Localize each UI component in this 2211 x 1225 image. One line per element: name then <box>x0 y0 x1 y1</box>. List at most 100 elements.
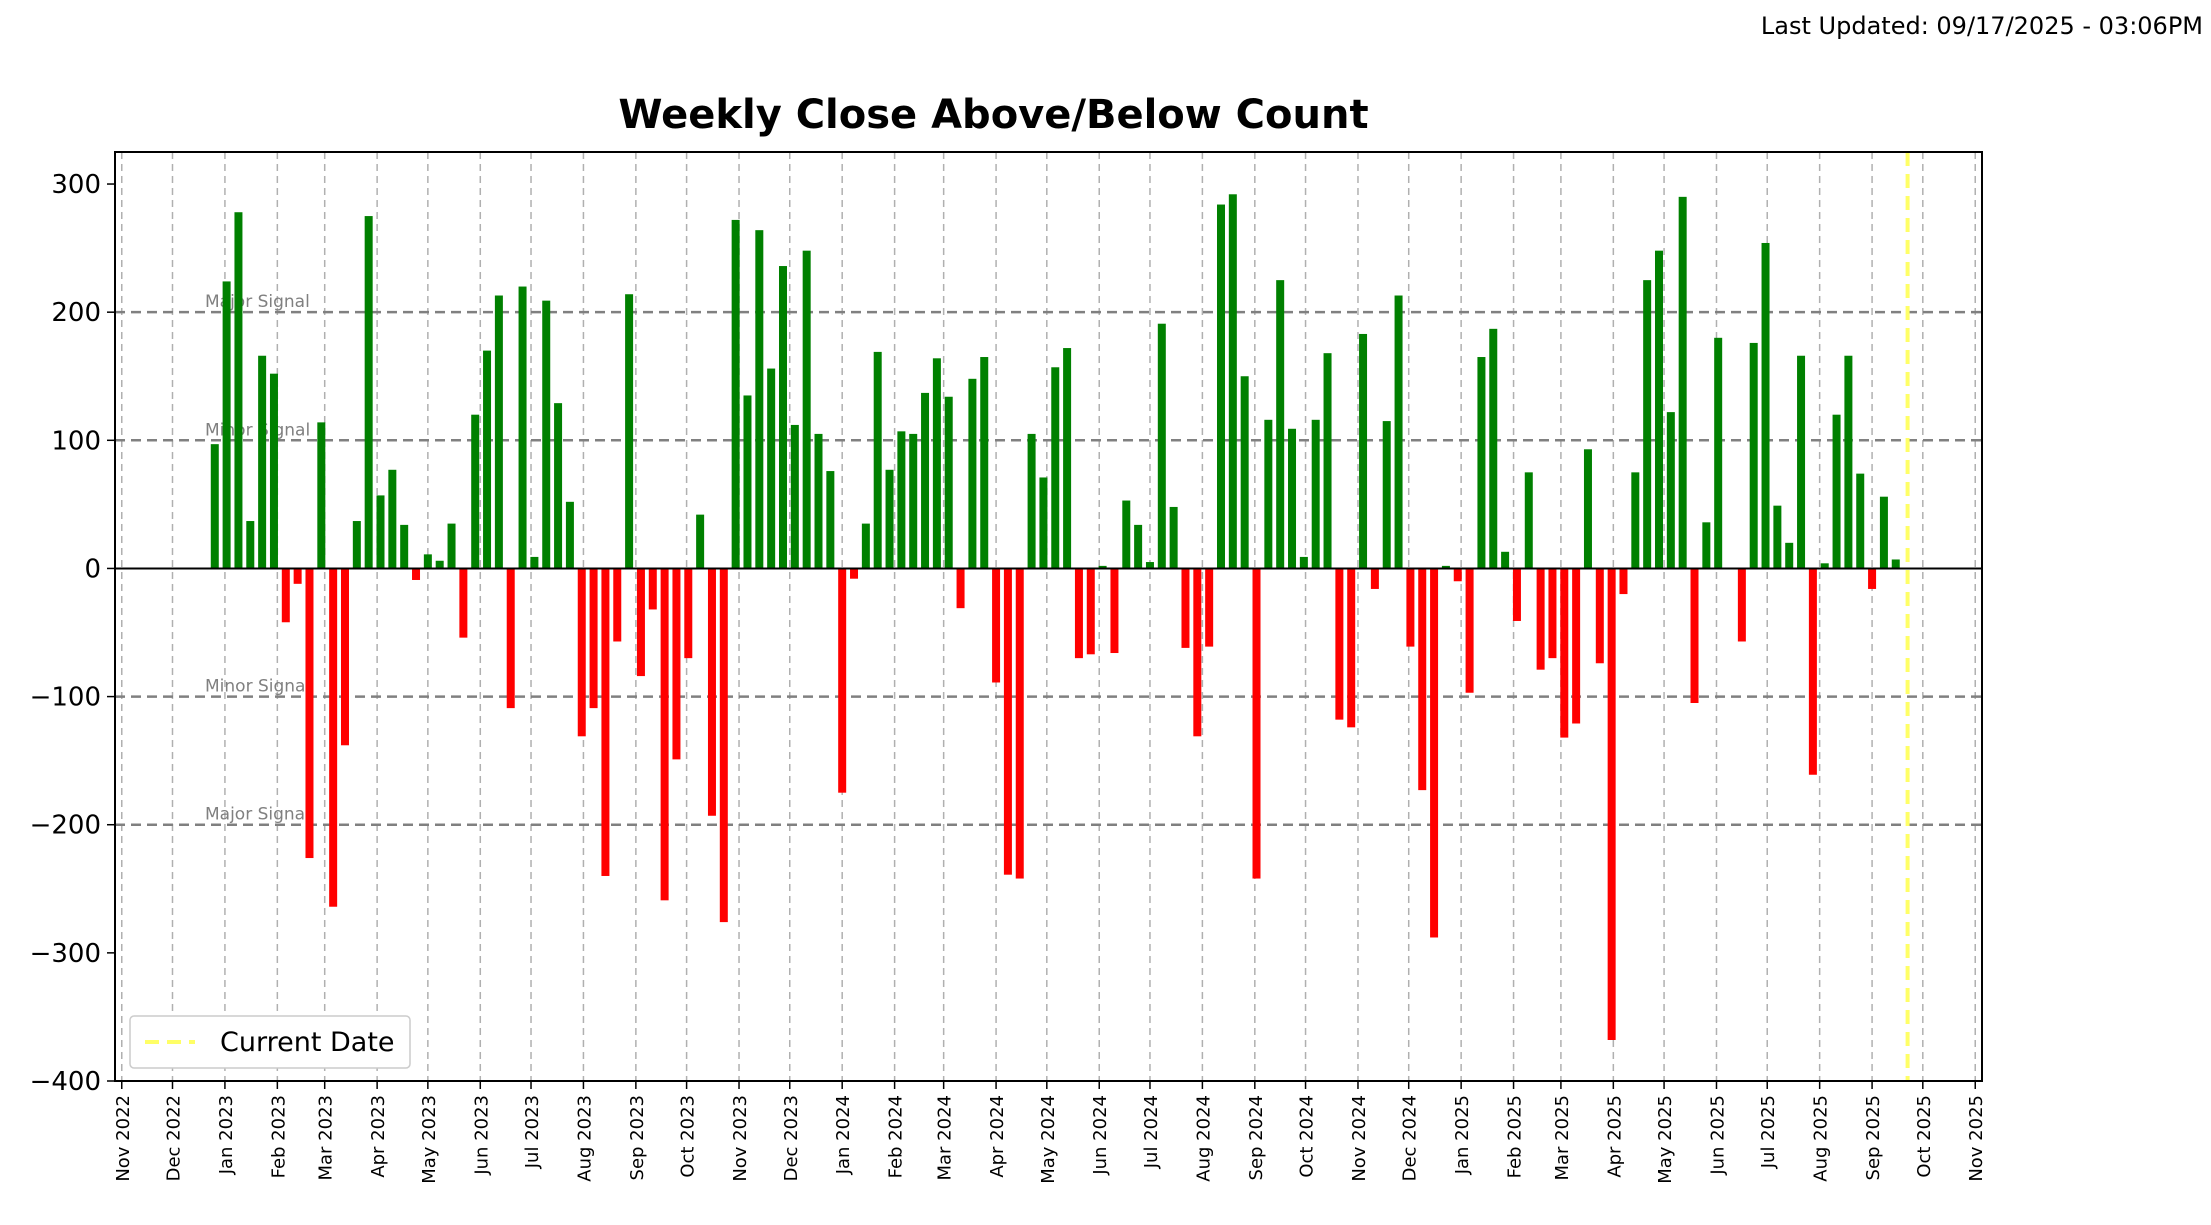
x-tick-label: Jan 2024 <box>833 1095 854 1175</box>
bar <box>565 501 574 569</box>
bar <box>1844 355 1853 569</box>
bar <box>625 294 634 569</box>
x-tick-label: May 2025 <box>1655 1095 1676 1184</box>
bar <box>1512 568 1521 621</box>
bar <box>1406 568 1415 647</box>
x-tick-label: Jun 2024 <box>1090 1095 1111 1176</box>
bar <box>1856 473 1865 569</box>
bar <box>483 350 492 569</box>
bar <box>1359 333 1368 569</box>
bar <box>1264 419 1273 569</box>
bar <box>802 250 811 569</box>
bar <box>1311 419 1320 569</box>
x-tick-label: Feb 2023 <box>268 1095 289 1178</box>
bar <box>1288 428 1297 569</box>
bar <box>1394 295 1403 569</box>
bar <box>1299 556 1308 569</box>
bar <box>1335 568 1344 720</box>
bar <box>1441 565 1450 569</box>
bar <box>210 444 219 569</box>
bar <box>1145 562 1154 569</box>
x-tick-label: Dec 2024 <box>1400 1095 1421 1181</box>
bar <box>554 403 563 569</box>
bar <box>1891 559 1900 569</box>
bar <box>838 568 847 793</box>
x-tick-label: Jun 2023 <box>471 1095 492 1176</box>
bar <box>1228 194 1237 569</box>
y-tick-label: 200 <box>51 298 101 328</box>
bar <box>376 495 385 569</box>
bar <box>1430 568 1439 938</box>
bar <box>542 300 551 569</box>
bar <box>1654 250 1663 569</box>
bar <box>755 230 764 569</box>
y-tick-label: 300 <box>51 170 101 200</box>
bar <box>767 368 776 569</box>
bar <box>577 568 586 737</box>
bar <box>246 521 255 569</box>
bar <box>281 568 290 623</box>
bar <box>861 523 870 569</box>
bar <box>1003 568 1012 875</box>
bar <box>1666 412 1675 569</box>
bar <box>980 357 989 569</box>
x-tick-label: Jan 2025 <box>1452 1095 1473 1175</box>
bar <box>897 431 906 569</box>
x-tick-label: Apr 2025 <box>1604 1095 1625 1178</box>
bar <box>1370 568 1379 589</box>
bar <box>435 560 444 569</box>
bar <box>1169 506 1178 569</box>
bar <box>494 295 503 569</box>
bar <box>317 422 326 569</box>
plot-frame <box>114 151 1983 1082</box>
bar <box>778 266 787 569</box>
x-tick-label: Sep 2025 <box>1863 1095 1884 1180</box>
y-tick-label: −200 <box>30 811 101 841</box>
bar <box>364 216 373 569</box>
bar <box>1737 568 1746 642</box>
y-tick-label: 100 <box>51 426 101 456</box>
bar <box>1595 568 1604 664</box>
x-tick-label: Nov 2023 <box>730 1095 751 1182</box>
bar <box>1548 568 1557 659</box>
x-tick-label: Apr 2023 <box>368 1095 389 1178</box>
legend-box <box>129 1015 411 1069</box>
bar <box>719 568 728 923</box>
x-tick-label: Jul 2024 <box>1141 1095 1162 1169</box>
bar <box>1039 477 1048 569</box>
bar <box>1690 568 1699 703</box>
last-updated-text: Last Updated: 09/17/2025 - 03:06PM <box>1760 12 2203 40</box>
bar <box>850 568 859 579</box>
y-tick-label: 0 <box>84 554 101 584</box>
bar <box>992 568 1001 683</box>
bar <box>423 554 432 569</box>
bar <box>1808 568 1817 775</box>
bar <box>613 568 622 642</box>
bar <box>909 433 918 569</box>
bar <box>921 392 930 569</box>
bar <box>1240 376 1249 569</box>
legend-current-date-label: Current Date <box>220 1027 395 1058</box>
bar <box>814 433 823 569</box>
bar <box>1879 496 1888 569</box>
x-tick-label: Aug 2024 <box>1193 1095 1214 1182</box>
bar <box>1051 367 1060 569</box>
bar <box>1323 353 1332 569</box>
bar <box>1678 196 1687 569</box>
bar <box>648 568 657 610</box>
bar <box>1205 568 1214 647</box>
axes: Nov 2022 Dec 2022 Jan 2023 Feb 2023 Mar 2023… <box>30 170 1988 1184</box>
bar <box>1015 568 1024 879</box>
bar <box>1086 568 1095 655</box>
bar <box>1785 542 1794 569</box>
bar <box>1619 568 1628 595</box>
signal-label: Minor Signal <box>205 677 310 697</box>
bar <box>447 523 456 569</box>
bar <box>660 568 669 901</box>
x-tick-label: Oct 2024 <box>1297 1095 1318 1178</box>
bar <box>968 378 977 569</box>
x-tick-label: Oct 2023 <box>678 1095 699 1178</box>
signal-label: Major Signal <box>205 805 310 825</box>
bar <box>1418 568 1427 791</box>
